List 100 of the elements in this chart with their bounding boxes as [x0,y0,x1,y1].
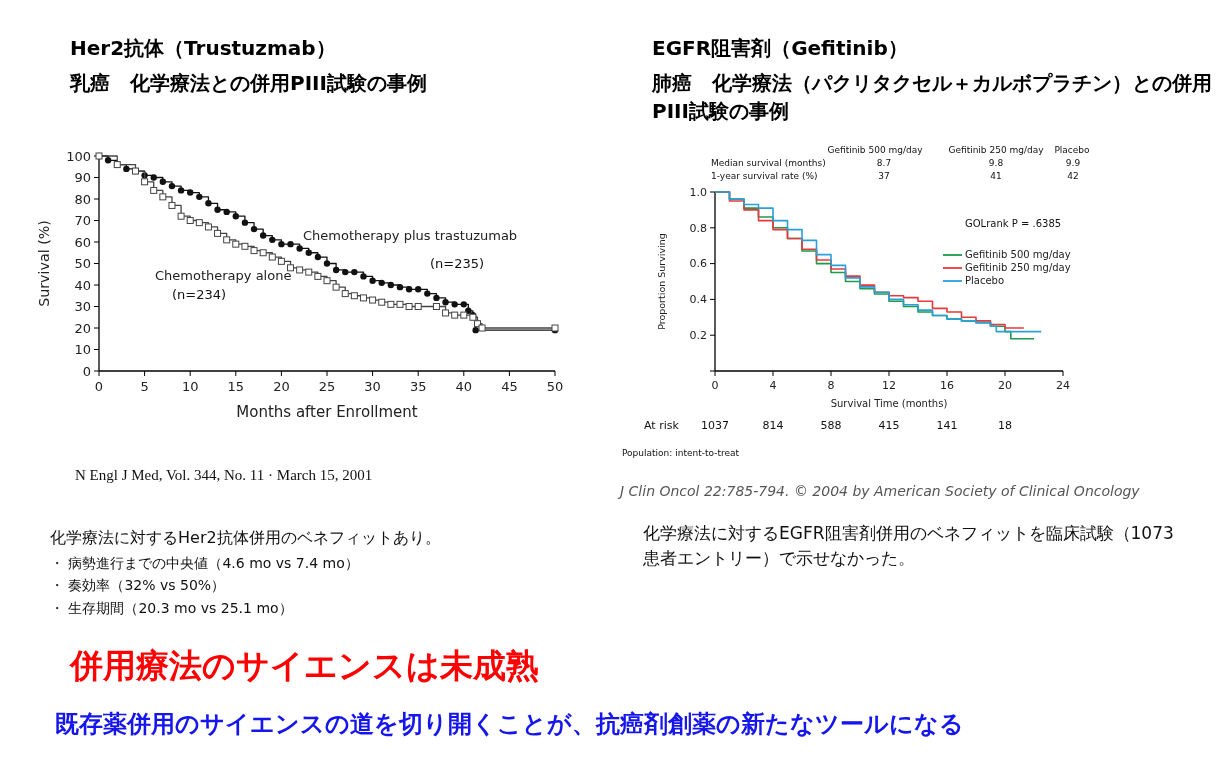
x-tick-label: 8 [827,379,835,392]
text: 既存薬併用のサイエンスの道を切り開くことが、抗癌剤創薬の新たなツールになる [55,710,964,738]
point [396,283,404,291]
point [405,303,413,310]
point [472,326,479,334]
x-axis-title: Months after Enrollment [236,403,418,421]
point [141,178,149,186]
legend-label: Placebo [965,275,1005,286]
text: 併用療法のサイエンスは未成熟 [68,646,539,685]
point [187,189,194,196]
point [232,213,239,220]
point [314,272,322,280]
point [278,240,285,248]
y-tick-label: 20 [74,320,91,336]
point [351,268,358,276]
x-tick-label: 0 [94,379,104,394]
point [465,307,472,314]
point [241,242,249,250]
x-tick-label: 40 [455,379,473,394]
text: 8.7 [876,158,892,168]
x-tick-label: 5 [140,379,149,394]
point [424,290,431,297]
y-axis-title: Survival (%) [36,220,52,307]
point [104,157,112,164]
y-tick-label: 60 [74,234,91,250]
point [378,298,386,306]
text: 415 [878,419,900,432]
y-tick-label: 90 [74,170,91,186]
text: Gefitinib 250 mg/day [948,145,1045,155]
point [186,217,194,224]
point [296,245,303,252]
text: 1-year survival rate (%) [711,171,818,181]
point [387,300,395,308]
point [241,219,249,226]
series-label: Chemotherapy plus trastuzumab [303,228,518,243]
chart-subtitle: 肺癌 化学療法（パクリタクセル＋カルボプラチン）との併用PIII試験の事例 [651,71,1212,123]
y-tick-label: 50 [74,256,91,272]
text: 9.9 [1065,158,1081,168]
point [177,187,185,194]
text: J Clin Oncol 22:785-794. © 2004 by American Society of Clinical Oncology [617,483,1141,499]
point [378,279,385,287]
point [168,182,176,190]
point [369,277,376,284]
legend-label: Gefitinib 250 mg/day [965,262,1071,273]
point [359,294,367,302]
point [196,193,203,201]
point [159,178,167,185]
x-tick-label: 50 [546,379,564,394]
legend-label: Gefitinib 500 mg/day [965,249,1071,260]
y-tick-label: 1.0 [689,185,707,199]
point [360,273,367,280]
text: ・ 病勢進行までの中央値（4.6 mo vs 7.4 mo） [50,555,359,571]
chart-subtitle: 乳癌 化学療法との併用PIII試験の事例 [69,71,427,95]
y-tick-label: 0.4 [689,293,707,307]
x-tick-label: 35 [409,379,427,394]
point [305,249,312,256]
point [205,200,212,207]
point [451,311,459,319]
y-tick-label: 0 [82,363,91,379]
point [168,201,176,209]
text: ・ 生存期間（20.3 mo vs 25.1 mo） [50,600,293,616]
point [323,260,331,267]
x-tick-label: 10 [181,379,199,394]
text: Placebo [1054,145,1091,155]
annotation: (n=234) [172,287,227,302]
y-tick-label: 10 [74,342,91,358]
text: 42 [1067,171,1079,181]
point [177,212,185,220]
point [341,290,349,298]
point [396,300,404,308]
point [150,186,158,194]
point [277,257,285,265]
x-tick-label: 15 [227,379,245,394]
y-tick-label: 70 [74,213,91,229]
point [159,193,167,201]
point [232,240,240,248]
point [150,174,157,181]
point [405,286,413,293]
point [223,208,230,216]
text: 141 [936,419,958,432]
point [414,303,422,310]
point [259,232,267,239]
series-label: Chemotherapy alone [155,268,292,283]
text: 9.8 [988,158,1004,168]
point [214,206,221,213]
point [460,301,467,308]
text: Median survival (months) [711,158,826,168]
chart-title: EGFR阻害剤（Gefitinib） [652,36,908,60]
text: 814 [762,419,784,432]
x-tick-label: 25 [318,379,336,394]
point [342,268,349,276]
annotation: GOLrank P = .6385 [965,218,1062,229]
text: 1037 [701,419,729,432]
x-tick-label: 30 [364,379,381,394]
y-tick-label: 30 [74,299,91,315]
point [268,253,276,261]
point [214,229,222,237]
x-tick-label: 24 [1056,379,1070,392]
x-tick-label: 16 [940,379,954,392]
text: 37 [878,171,890,181]
